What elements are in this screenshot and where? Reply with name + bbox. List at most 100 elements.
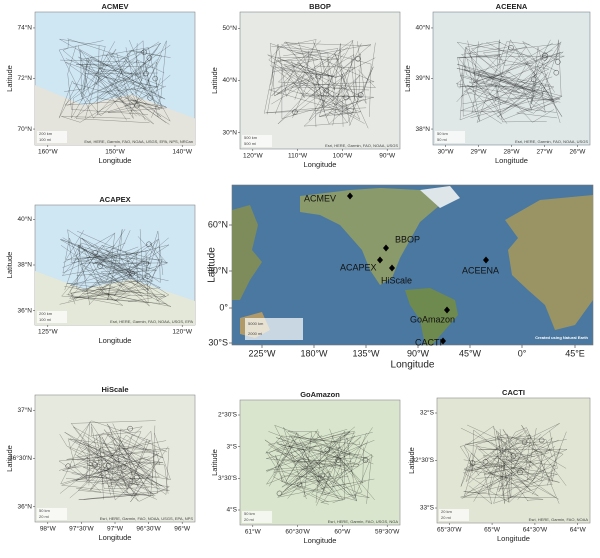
site-marker xyxy=(377,256,383,264)
flight-track xyxy=(272,65,333,78)
scale-bar-box xyxy=(435,131,465,143)
flight-track xyxy=(550,431,567,482)
x-tick-label: 90°W xyxy=(407,348,430,358)
flight-track xyxy=(78,48,166,117)
scale-bar-label: 100 mi xyxy=(39,317,51,322)
flight-track xyxy=(473,74,555,123)
map-panel: ACMEV 160°W 150°W 140°W 74°N 72°N 70°N Longitud… xyxy=(5,2,196,165)
flight-track xyxy=(59,256,163,305)
waypoint xyxy=(530,76,537,83)
flight-track xyxy=(124,47,167,106)
x-tick-label: 100°W xyxy=(333,152,353,160)
flight-track xyxy=(497,39,545,110)
x-tick-label: 60°30'W xyxy=(285,528,310,536)
map-credit: Esri, HERE, Garmin, FAO, NOAA, USGS, EPA… xyxy=(84,139,193,144)
flight-track xyxy=(459,433,512,476)
site-label: CACTI xyxy=(415,337,442,347)
flight-track xyxy=(284,63,341,117)
flight-track xyxy=(97,73,134,102)
waypoint xyxy=(65,463,71,469)
flight-track xyxy=(276,437,360,465)
x-tick-label: 97°30'W xyxy=(69,525,94,533)
scale-bar-box xyxy=(245,318,303,340)
flight-track xyxy=(489,428,509,503)
site-label: BBOP xyxy=(395,234,420,244)
x-tick-label: 140°W xyxy=(172,148,192,156)
flight-track xyxy=(71,41,160,119)
x-axis-label: Longitude xyxy=(304,160,337,169)
x-tick-label: 64°30'W xyxy=(523,526,548,534)
flight-track xyxy=(97,45,167,116)
flight-track xyxy=(276,438,374,489)
flight-track xyxy=(61,248,145,292)
x-axis-label: Longitude xyxy=(99,156,132,165)
flight-track xyxy=(275,455,288,484)
flight-track xyxy=(513,468,560,484)
y-tick-label: 3°30'S xyxy=(218,474,238,482)
scale-bar-label: 200 km xyxy=(39,311,53,316)
flight-track xyxy=(486,42,548,118)
x-axis-label: Longitude xyxy=(304,536,337,545)
waypoint xyxy=(362,457,369,463)
y-tick-label: 33°S xyxy=(420,504,435,512)
flight-track xyxy=(468,42,550,92)
waypoint xyxy=(538,437,545,444)
waypoint xyxy=(146,241,152,248)
scale-bar-label: 20 mi xyxy=(39,514,49,519)
site-marker xyxy=(389,264,395,272)
flight-track xyxy=(136,43,161,96)
x-tick-label: 27°W xyxy=(536,148,553,156)
flight-track xyxy=(526,427,561,486)
map-panel: BBOP 120°W 110°W 100°W 90°W 50°N 40°N 30°N Longi… xyxy=(210,2,401,169)
y-tick-label: 60°N xyxy=(208,219,228,229)
scale-bar-label: 500 mi xyxy=(244,141,256,146)
waypoint xyxy=(324,447,331,453)
flight-track xyxy=(95,58,128,86)
site-label: HiScale xyxy=(381,275,412,285)
land-north-america xyxy=(300,188,440,285)
x-tick-label: 160°W xyxy=(38,148,58,156)
flight-track xyxy=(100,67,163,118)
flight-track xyxy=(89,434,148,491)
land xyxy=(434,13,589,144)
x-tick-label: 45°E xyxy=(565,348,585,358)
scale-bar-label: 500 km xyxy=(244,135,258,140)
flight-track xyxy=(462,64,497,104)
x-tick-label: 135°W xyxy=(352,348,380,358)
flight-track xyxy=(456,54,508,124)
waypoint xyxy=(97,263,103,269)
flight-track xyxy=(465,46,557,120)
flight-track xyxy=(460,427,533,469)
x-tick-label: 97°W xyxy=(107,525,124,533)
flight-track xyxy=(465,439,567,494)
flight-track xyxy=(504,437,546,482)
flight-track xyxy=(471,41,562,114)
flight-track xyxy=(62,237,126,281)
y-axis-label: Latitude xyxy=(403,65,412,92)
y-tick-label: 40°N xyxy=(17,215,32,223)
site-label: ACAPEX xyxy=(340,262,377,272)
flight-track xyxy=(463,434,529,484)
flight-track xyxy=(83,467,157,500)
site-label: ACMEV xyxy=(304,193,336,203)
waypoint xyxy=(510,453,517,459)
x-tick-label: 110°W xyxy=(288,152,308,160)
land-europe-africa xyxy=(505,195,593,330)
flight-track xyxy=(273,427,373,502)
flight-track xyxy=(95,426,143,496)
flight-track xyxy=(92,40,144,86)
flight-track xyxy=(60,59,159,118)
scale-bar-label: 20 mi xyxy=(441,515,451,520)
flight-track xyxy=(266,440,375,499)
scale-bar-box xyxy=(37,508,67,520)
flight-track xyxy=(341,53,361,99)
scale-bar-label: 200 km xyxy=(39,131,53,136)
flight-track xyxy=(485,42,553,83)
flight-track xyxy=(459,41,557,89)
panel-title: HiScale xyxy=(101,385,128,394)
flight-track xyxy=(498,454,529,502)
waypoint xyxy=(315,73,321,80)
waypoint xyxy=(92,462,98,468)
flight-track xyxy=(85,248,141,283)
scale-bar-box xyxy=(242,135,272,147)
